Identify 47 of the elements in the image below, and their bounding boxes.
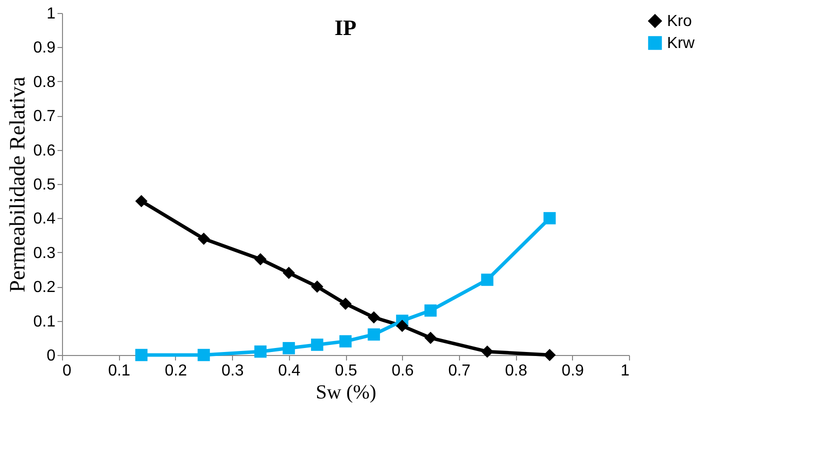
point: [254, 345, 267, 358]
chart-title: IP: [334, 15, 356, 40]
y-tick-label: 0.4: [33, 210, 56, 228]
x-tick-label: 0.5: [334, 362, 358, 380]
point: [311, 338, 324, 351]
y-tick-label: 0.5: [33, 176, 56, 194]
x-tick-label: 0.1: [108, 362, 130, 380]
point: [368, 311, 380, 324]
y-tick-label: 0.8: [33, 74, 56, 91]
y-tick-label: 0: [46, 348, 56, 364]
point: [396, 320, 408, 332]
y-tick-label: 0.1: [33, 313, 56, 330]
y-tick-label: 0.7: [33, 108, 56, 126]
x-tick-label: 0.3: [221, 362, 244, 380]
x-tick-label: 0.2: [164, 362, 188, 380]
point: [368, 328, 380, 341]
point: [481, 274, 494, 286]
y-tick-label: 0.6: [33, 142, 56, 160]
y-tick-label: 0.9: [33, 40, 56, 57]
point: [198, 232, 210, 245]
point: [424, 304, 437, 317]
y-axis-title: Permeabilidade Relativa: [4, 76, 30, 292]
point: [254, 253, 267, 266]
point: [543, 212, 556, 224]
point: [339, 298, 352, 310]
legend-label: Krw: [667, 35, 695, 52]
x-tick-label: 0.6: [392, 362, 414, 380]
point: [135, 348, 148, 362]
point: [135, 194, 148, 208]
legend-label: Kro: [667, 13, 692, 30]
point: [198, 348, 210, 362]
point: [282, 342, 295, 354]
point: [424, 332, 437, 344]
y-tick-label: 1: [46, 6, 56, 22]
point: [481, 345, 494, 358]
point: [311, 280, 324, 293]
y-tick-label: 0.2: [33, 279, 56, 296]
point: [282, 266, 295, 280]
point: [339, 335, 352, 348]
x-tick-label: 0: [62, 362, 72, 380]
x-tick-label: 0.7: [448, 362, 471, 380]
x-tick-label: 1: [620, 362, 630, 380]
y-tick-label: 0.3: [33, 244, 56, 262]
x-axis-title: Sw (%): [316, 382, 376, 404]
x-tick-label: 0.8: [504, 362, 528, 380]
x-tick-label: 0.9: [562, 362, 584, 380]
x-tick-label: 0.4: [278, 362, 301, 380]
